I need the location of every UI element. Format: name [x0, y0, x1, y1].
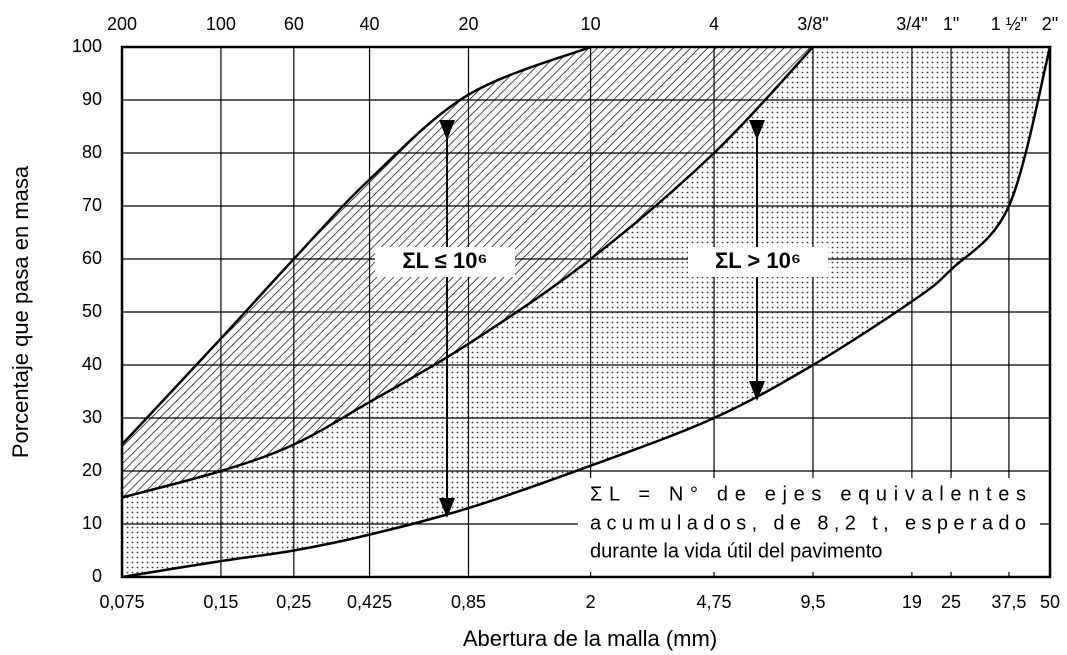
- x2-tick-label: 2": [1042, 14, 1058, 34]
- x2-tick-label: 10: [581, 14, 601, 34]
- band-label: ΣL > 10⁶: [715, 248, 801, 273]
- x-tick-label: 4,75: [697, 592, 732, 612]
- gradation-curve: [121, 45, 592, 446]
- x2-tick-label: 20: [458, 14, 478, 34]
- gradation-curve: [121, 46, 814, 499]
- y-axis-label: Porcentaje que pasa en masa: [8, 165, 33, 458]
- x-tick-label: 9,5: [800, 592, 825, 612]
- x-tick-label: 0,85: [451, 592, 486, 612]
- band-label: ΣL ≤ 10⁶: [402, 248, 487, 273]
- y-tick-label: 20: [82, 460, 102, 480]
- gradation-curve: [121, 46, 1052, 579]
- y-tick-label: 60: [82, 248, 102, 268]
- x2-tick-label: 200: [107, 14, 137, 34]
- x2-tick-label: 3/4": [896, 14, 927, 34]
- y-tick-label: 70: [82, 195, 102, 215]
- y-tick-label: 0: [92, 566, 102, 586]
- x-tick-label: 37,5: [991, 592, 1026, 612]
- x2-tick-label: 1 ½": [991, 14, 1027, 34]
- x2-tick-label: 3/8": [797, 14, 828, 34]
- y-tick-label: 30: [82, 407, 102, 427]
- x2-tick-label: 40: [360, 14, 380, 34]
- x-tick-label: 0,425: [347, 592, 392, 612]
- labels: ΣL ≤ 10⁶ ΣL > 10⁶ ΣL = N° de ejes equiva…: [8, 14, 1060, 651]
- y-tick-label: 10: [82, 513, 102, 533]
- y-tick-label: 40: [82, 354, 102, 374]
- x-tick-label: 0,075: [99, 592, 144, 612]
- y-tick-label: 90: [82, 89, 102, 109]
- x2-tick-label: 100: [206, 14, 236, 34]
- label-bg: [688, 247, 828, 277]
- x-tick-label: 2: [586, 592, 596, 612]
- x2-tick-label: 60: [284, 14, 304, 34]
- curves: [121, 45, 1052, 579]
- note-line: durante la vida útil del pavimento: [590, 540, 882, 562]
- plot-frame: [120, 45, 1052, 579]
- x-tick-label: 25: [941, 592, 961, 612]
- y-tick-label: 100: [72, 36, 102, 56]
- x-axis-label: Abertura de la malla (mm): [463, 626, 717, 651]
- x2-tick-label: 1": [943, 14, 959, 34]
- y-tick-label: 50: [82, 301, 102, 321]
- y-tick-label: 80: [82, 142, 102, 162]
- x-tick-label: 0,25: [276, 592, 311, 612]
- label-bg: [375, 247, 515, 277]
- x2-tick-label: 4: [709, 14, 719, 34]
- x-tick-label: 0,15: [203, 592, 238, 612]
- note-box: [578, 478, 1040, 572]
- x-tick-label: 19: [902, 592, 922, 612]
- x-tick-label: 50: [1040, 592, 1060, 612]
